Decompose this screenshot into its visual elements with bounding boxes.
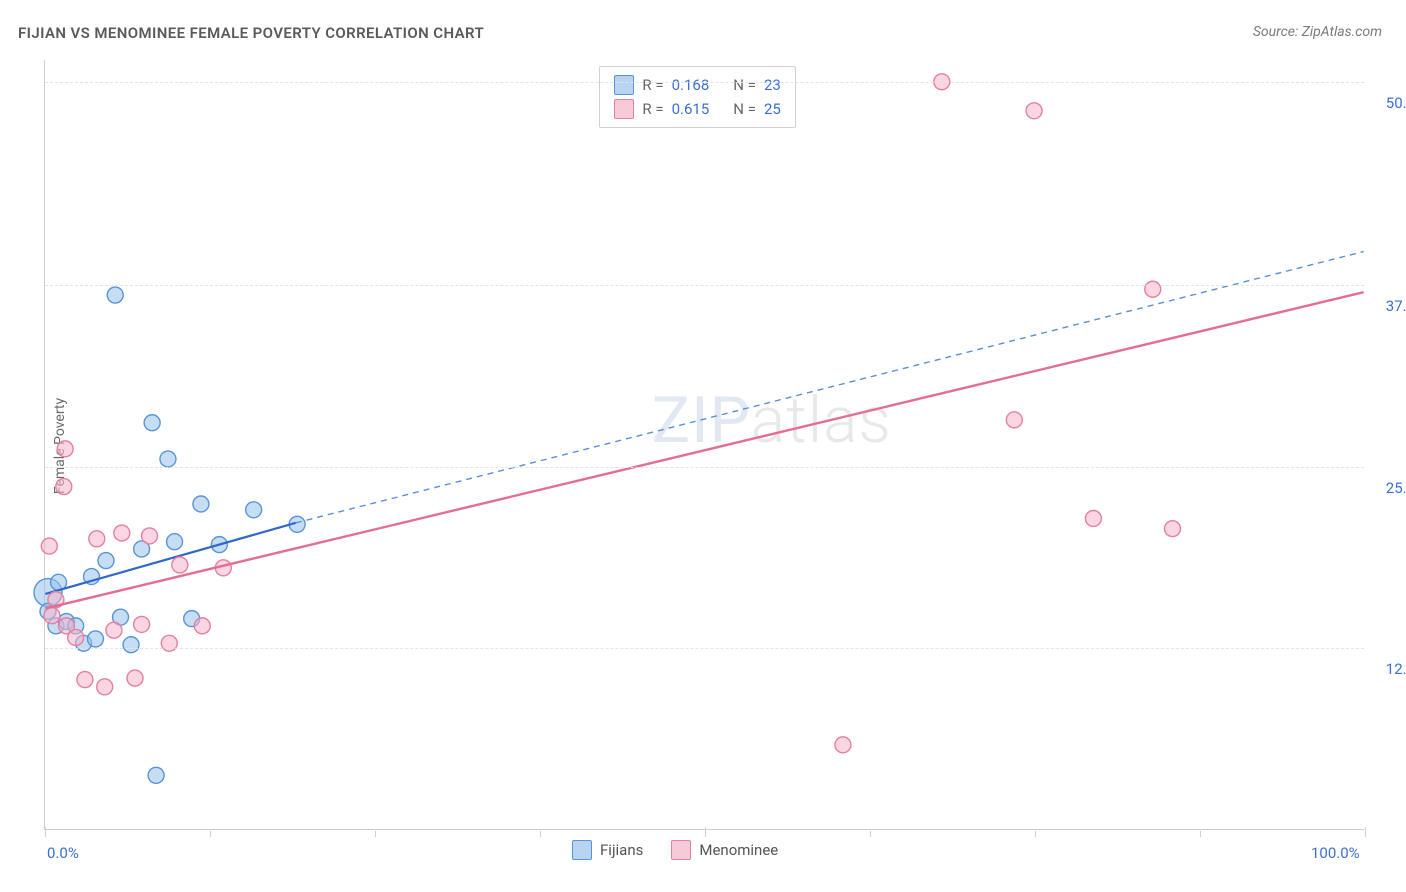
legend-n-label: N = [733,97,756,121]
legend-r-value: 0.615 [672,97,710,121]
data-point [1085,511,1101,527]
y-tick-label: 37.5% [1386,297,1406,315]
x-tick [705,827,706,837]
data-point [144,415,160,431]
data-point [148,767,164,783]
gridline-horizontal [45,285,1364,286]
source-name: ZipAtlas.com [1302,24,1382,40]
data-point [142,528,158,544]
regression-line-extrapolated [296,252,1364,523]
legend-swatch [614,99,634,119]
y-tick-label: 25.0% [1386,479,1406,497]
legend-series-label: Fijians [600,841,643,859]
data-point [57,441,73,457]
data-point [123,637,139,653]
x-tick [1200,831,1201,837]
y-tick-label: 12.5% [1386,660,1406,678]
data-point [1026,103,1042,119]
x-tick [540,831,541,837]
gridline-horizontal [45,82,1364,83]
data-point [107,287,123,303]
data-point [172,557,188,573]
data-point [106,622,122,638]
legend-item: Fijians [572,840,643,860]
x-tick [45,827,46,837]
legend-n-value: 23 [764,73,781,97]
data-point [97,679,113,695]
data-point [44,608,60,624]
legend-swatch [572,840,592,860]
x-tick-label: 100.0% [1311,844,1360,862]
x-tick [870,831,871,837]
data-point [167,534,183,550]
scatter-plot-area: ZIPatlas R =0.168N =23R =0.615N =25 12.5… [44,60,1364,830]
legend-r-label: R = [642,97,663,121]
legend-stat-row: R = 0.615 N = 25 [614,97,780,121]
legend-swatch [614,75,634,95]
y-tick-label: 50.0% [1386,94,1406,112]
data-point [77,672,93,688]
legend-r-value: 0.168 [672,73,710,97]
legend-n-label: N = [733,73,756,97]
regression-line [45,292,1363,608]
correlation-legend: R = 0.168 N = 23 R = 0.615 N = 25 [599,66,795,128]
chart-title: FIJIAN VS MENOMINEE FEMALE POVERTY CORRE… [18,24,484,42]
data-point [41,538,57,554]
series-legend: Fijians Menominee [572,840,778,860]
data-point [87,631,103,647]
x-tick [210,831,211,837]
gridline-horizontal [45,648,1364,649]
data-point [246,502,262,518]
data-point [68,629,84,645]
source-prefix: Source: [1253,24,1302,40]
legend-n-value: 25 [764,97,781,121]
data-point [134,616,150,632]
data-point [160,451,176,467]
data-point [193,496,209,512]
legend-r-label: R = [642,73,663,97]
legend-item: Menominee [671,840,778,860]
legend-series-label: Menominee [699,841,778,859]
data-point [98,553,114,569]
data-point [1145,281,1161,297]
data-point [1165,521,1181,537]
data-point [194,618,210,634]
legend-stat-row: R = 0.168 N = 23 [614,73,780,97]
data-point [114,525,130,541]
data-point [56,479,72,495]
legend-swatch [671,840,691,860]
x-tick [1365,827,1366,837]
plot-svg [45,60,1364,829]
gridline-horizontal [45,467,1364,468]
x-tick [1035,831,1036,837]
source-attribution: Source: ZipAtlas.com [1253,24,1382,40]
data-point [835,737,851,753]
x-tick [375,831,376,837]
data-point [89,531,105,547]
data-point [127,670,143,686]
data-point [1006,412,1022,428]
x-tick-label: 0.0% [47,844,79,862]
